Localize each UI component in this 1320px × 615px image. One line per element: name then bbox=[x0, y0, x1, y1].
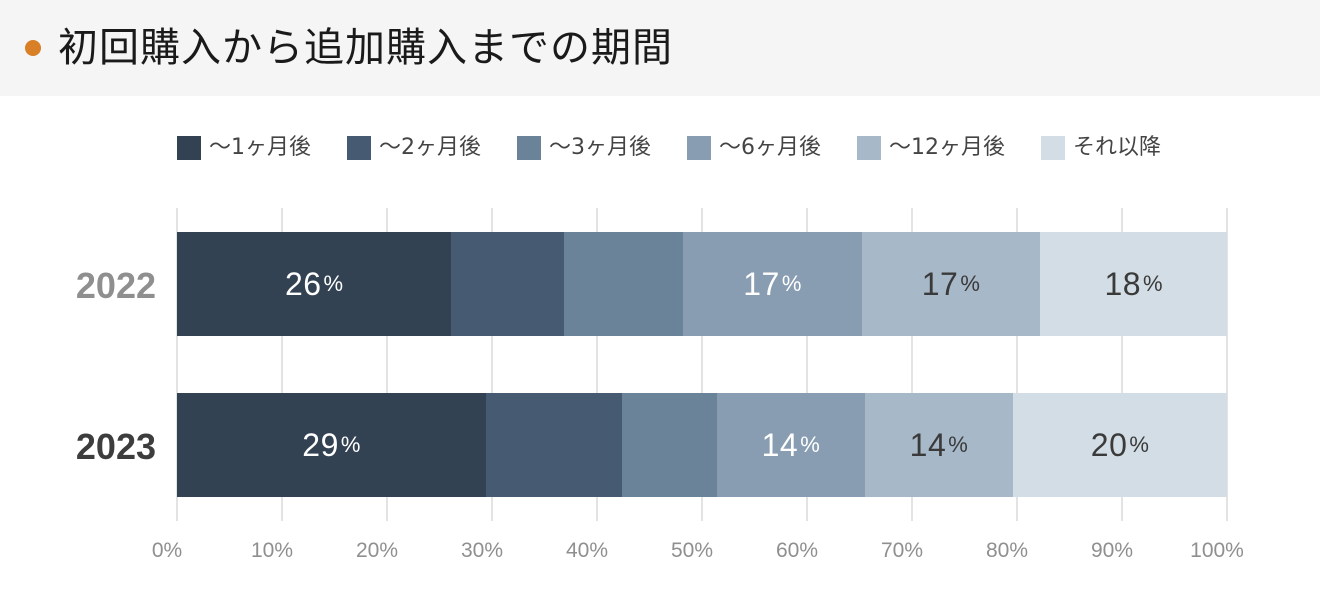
gridline bbox=[1016, 208, 1018, 521]
segment-value: 18 bbox=[1104, 265, 1142, 302]
bar-segment: 17% bbox=[683, 232, 862, 336]
segment-value: 20 bbox=[1090, 426, 1128, 463]
legend: 〜1ヶ月後 〜2ヶ月後 〜3ヶ月後 〜6ヶ月後 〜12ヶ月後 それ以降 bbox=[177, 133, 1197, 163]
segment-unit: % bbox=[340, 432, 361, 457]
gridline bbox=[386, 208, 388, 521]
bar-segment: 26% bbox=[177, 232, 452, 336]
segment-unit: % bbox=[800, 432, 820, 457]
gridline bbox=[806, 208, 808, 521]
x-tick-label: 60% bbox=[775, 539, 819, 562]
bar-segment: 29% bbox=[177, 393, 486, 497]
x-tick-label: 10% bbox=[250, 539, 294, 562]
segment-value: 29 bbox=[302, 426, 339, 463]
legend-item: 〜3ヶ月後 bbox=[517, 133, 651, 163]
category-label-2022: 2022 bbox=[75, 265, 156, 306]
x-tick-label: 20% bbox=[355, 539, 399, 562]
legend-swatch-icon bbox=[1041, 136, 1065, 160]
bar-2023: 29% 14% 14% 20% bbox=[177, 393, 1227, 497]
legend-swatch-icon bbox=[517, 136, 541, 160]
legend-item: 〜1ヶ月後 bbox=[177, 133, 311, 163]
x-tick-label: 100% bbox=[1190, 539, 1244, 562]
legend-label: 〜12ヶ月後 bbox=[889, 135, 1005, 160]
bar-segment bbox=[485, 393, 623, 497]
x-tick-label: 80% bbox=[985, 539, 1029, 562]
bar-segment: 18% bbox=[1040, 232, 1227, 336]
bar-2022: 26% 17% 17% 18% bbox=[177, 232, 1227, 336]
segment-unit: % bbox=[948, 432, 968, 457]
segment-value: 17 bbox=[921, 265, 959, 302]
gridline bbox=[1121, 208, 1123, 521]
legend-swatch-icon bbox=[347, 136, 371, 160]
legend-swatch-icon bbox=[687, 136, 711, 160]
segment-value: 17 bbox=[743, 265, 780, 302]
bar-segment: 20% bbox=[1012, 393, 1227, 497]
legend-label: 〜6ヶ月後 bbox=[719, 135, 821, 160]
segment-value: 14 bbox=[909, 426, 947, 463]
x-tick-label: 0% bbox=[151, 539, 183, 562]
legend-label: 〜2ヶ月後 bbox=[379, 135, 481, 160]
segment-unit: % bbox=[1129, 432, 1149, 457]
bar-segment: 14% bbox=[716, 393, 865, 497]
bar-segment bbox=[564, 232, 684, 336]
bar-segment: 17% bbox=[861, 232, 1041, 336]
plot-area: 26% 17% 17% 18% 29% 14% 14% 20% bbox=[176, 208, 1228, 521]
chart-header: 初回購入から追加購入までの期間 bbox=[0, 0, 1320, 96]
x-tick-label: 50% bbox=[670, 539, 714, 562]
segment-unit: % bbox=[781, 271, 802, 296]
bar-segment bbox=[451, 232, 565, 336]
legend-item: 〜6ヶ月後 bbox=[687, 133, 821, 163]
legend-label: 〜1ヶ月後 bbox=[209, 135, 311, 160]
segment-value: 26 bbox=[284, 265, 322, 302]
x-tick-label: 90% bbox=[1090, 539, 1134, 562]
bar-segment bbox=[622, 393, 717, 497]
segment-unit: % bbox=[1143, 271, 1163, 296]
x-tick-label: 70% bbox=[880, 539, 924, 562]
legend-label: 〜3ヶ月後 bbox=[549, 135, 651, 160]
gridline bbox=[701, 208, 703, 521]
bullet-dot-icon bbox=[25, 40, 41, 56]
gridline bbox=[911, 208, 913, 521]
category-label-2023: 2023 bbox=[75, 426, 156, 467]
segment-value: 14 bbox=[761, 426, 799, 463]
legend-swatch-icon bbox=[857, 136, 881, 160]
gridline bbox=[491, 208, 493, 521]
bar-segment: 14% bbox=[864, 393, 1013, 497]
legend-label: それ以降 bbox=[1073, 135, 1162, 160]
legend-item: それ以降 bbox=[1041, 133, 1161, 163]
gridline bbox=[1226, 208, 1228, 521]
x-tick-label: 40% bbox=[565, 539, 609, 562]
gridline bbox=[596, 208, 598, 521]
legend-item: 〜2ヶ月後 bbox=[347, 133, 481, 163]
legend-swatch-icon bbox=[177, 136, 201, 160]
legend-item: 〜12ヶ月後 bbox=[857, 133, 1005, 163]
x-tick-label: 30% bbox=[460, 539, 504, 562]
chart-title: 初回購入から追加購入までの期間 bbox=[58, 25, 673, 71]
gridline bbox=[281, 208, 283, 521]
segment-unit: % bbox=[323, 271, 344, 296]
segment-unit: % bbox=[960, 271, 980, 296]
gridline bbox=[176, 208, 178, 521]
